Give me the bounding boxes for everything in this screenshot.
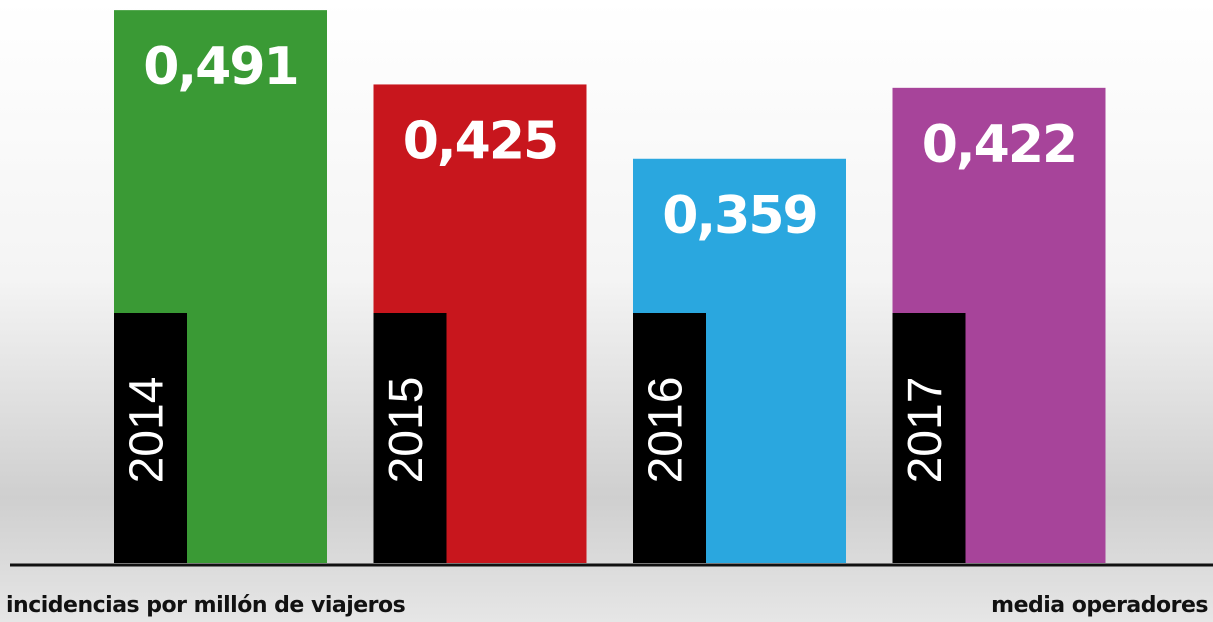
caption-right: media operadores	[991, 593, 1208, 618]
value-label: 0,491	[143, 37, 297, 97]
value-label: 0,359	[662, 186, 816, 246]
x-tick-label: 2016	[640, 377, 693, 484]
chart: 0,491 2014 0,425 2015 0,359 2016 0,422 2017 inc…	[0, 0, 1213, 622]
caption-left: incidencias por millón de viajeros	[6, 593, 406, 618]
value-label: 0,422	[922, 115, 1076, 175]
x-tick-label: 2017	[899, 377, 952, 484]
x-tick-label: 2014	[121, 377, 174, 484]
page: {"chart_data": {"type": "bar", "categori…	[0, 0, 1213, 622]
x-tick-label: 2015	[380, 377, 433, 484]
value-label: 0,425	[403, 111, 557, 171]
